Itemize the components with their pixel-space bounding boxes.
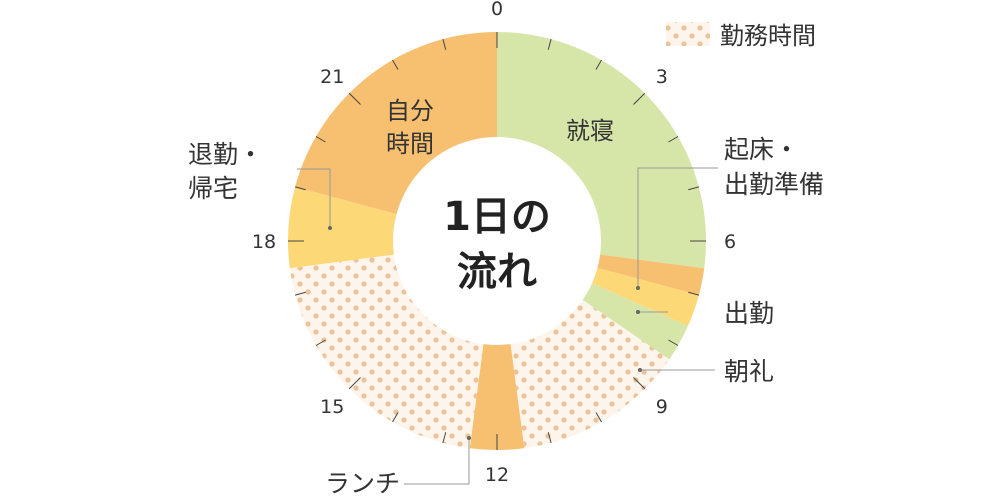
legend-label-work-hours: 勤務時間: [720, 22, 816, 50]
hour-tick-14: [392, 412, 399, 423]
outer-label-going-home-line2: 帰宅: [188, 174, 238, 203]
segment-label-free-time-line2: 時間: [386, 130, 434, 158]
tick-label-0: 0: [491, 0, 503, 20]
hour-tick-3: [633, 92, 646, 105]
outer-label-lunch: ランチ: [325, 469, 400, 498]
hour-tick-8: [668, 339, 679, 346]
outer-label-morning-meeting: 朝礼: [724, 357, 774, 386]
outer-label-going-home-line1: 退勤・: [188, 140, 263, 169]
callout-dot-commute: [636, 310, 640, 314]
tick-label-15: 15: [320, 396, 344, 418]
legend-swatch-work-hours: [666, 22, 710, 46]
hour-tick-10: [595, 412, 602, 423]
callout-line-lunch: [404, 438, 470, 485]
callout-line-going-home: [297, 168, 331, 228]
callout-line-wakeup: [637, 167, 718, 288]
hour-tick-7: [688, 291, 700, 296]
callout-dot-going-home: [328, 226, 332, 230]
hour-tick-19: [294, 186, 306, 191]
tick-label-21: 21: [320, 66, 344, 88]
callout-dot-wakeup: [636, 286, 640, 290]
hour-tick-11: [547, 432, 552, 444]
tick-label-3: 3: [656, 66, 668, 88]
hour-tick-16: [315, 339, 326, 346]
hour-tick-21: [348, 92, 361, 105]
hour-tick-20: [315, 136, 326, 143]
donut-segment-7: [288, 186, 497, 269]
hour-tick-5: [688, 186, 700, 191]
callout-dot-morning-meeting: [638, 368, 642, 372]
hour-tick-23: [442, 38, 447, 50]
hour-tick-1: [547, 38, 552, 50]
donut-hole: [393, 137, 601, 345]
callout-dot-lunch: [467, 436, 471, 440]
hour-tick-22: [392, 59, 399, 70]
hour-tick-13: [442, 432, 447, 444]
tick-label-12: 12: [485, 464, 509, 486]
tick-label-6: 6: [724, 231, 736, 253]
segment-label-free-time-line1: 自分: [386, 97, 434, 125]
segment-label-sleep: 就寝: [566, 117, 614, 145]
tick-label-18: 18: [252, 231, 276, 253]
outer-label-commute: 出勤: [724, 299, 774, 328]
tick-label-9: 9: [656, 396, 668, 418]
hour-tick-15: [348, 377, 361, 390]
chart-title-line2: 流れ: [457, 249, 537, 295]
chart-title-line1: 1日の: [443, 194, 551, 240]
donut-segment-5: [469, 241, 525, 450]
outer-label-wakeup-line1: 起床・: [724, 135, 799, 164]
hour-tick-9: [633, 377, 646, 390]
hour-tick-17: [294, 291, 306, 296]
hour-tick-4: [668, 136, 679, 143]
outer-label-wakeup-line2: 出勤準備: [724, 170, 824, 199]
hour-tick-2: [595, 59, 602, 70]
